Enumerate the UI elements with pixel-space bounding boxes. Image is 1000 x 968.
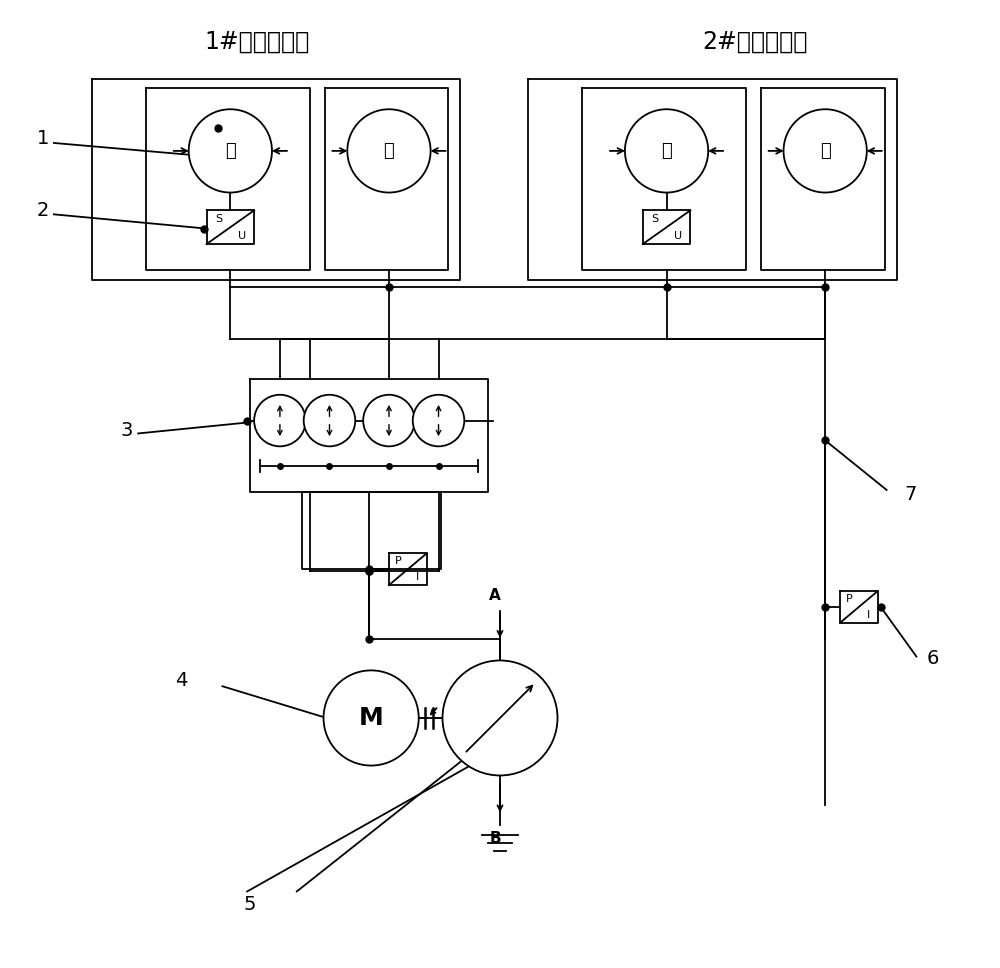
Circle shape [304, 395, 355, 446]
Text: I: I [416, 572, 419, 582]
Circle shape [442, 660, 558, 775]
Text: S: S [651, 214, 658, 224]
Text: 上: 上 [225, 142, 236, 160]
Text: U: U [674, 230, 683, 241]
Circle shape [363, 395, 415, 446]
Text: M: M [359, 706, 383, 730]
Text: 1: 1 [37, 130, 49, 148]
Text: 下: 下 [820, 142, 831, 160]
Text: P: P [846, 594, 853, 604]
Text: 6: 6 [926, 649, 939, 668]
Text: P: P [395, 557, 402, 566]
Circle shape [784, 109, 867, 193]
Circle shape [324, 671, 419, 766]
Text: 2: 2 [37, 201, 49, 220]
Text: 4: 4 [175, 671, 187, 690]
Circle shape [625, 109, 708, 193]
Circle shape [347, 109, 431, 193]
Text: 5: 5 [244, 894, 256, 914]
Circle shape [254, 395, 306, 446]
Text: 1#轮胎组驱动: 1#轮胎组驱动 [204, 30, 310, 54]
Text: 7: 7 [904, 485, 917, 504]
Text: 3: 3 [121, 421, 133, 440]
Text: 2#轮胎组驱动: 2#轮胎组驱动 [702, 30, 807, 54]
Text: U: U [238, 230, 246, 241]
Circle shape [189, 109, 272, 193]
Text: I: I [867, 610, 870, 620]
Text: A: A [489, 588, 501, 603]
Text: 下: 下 [384, 142, 394, 160]
Text: B: B [489, 831, 501, 846]
Text: 上: 上 [661, 142, 672, 160]
Text: S: S [215, 214, 222, 224]
Circle shape [413, 395, 464, 446]
